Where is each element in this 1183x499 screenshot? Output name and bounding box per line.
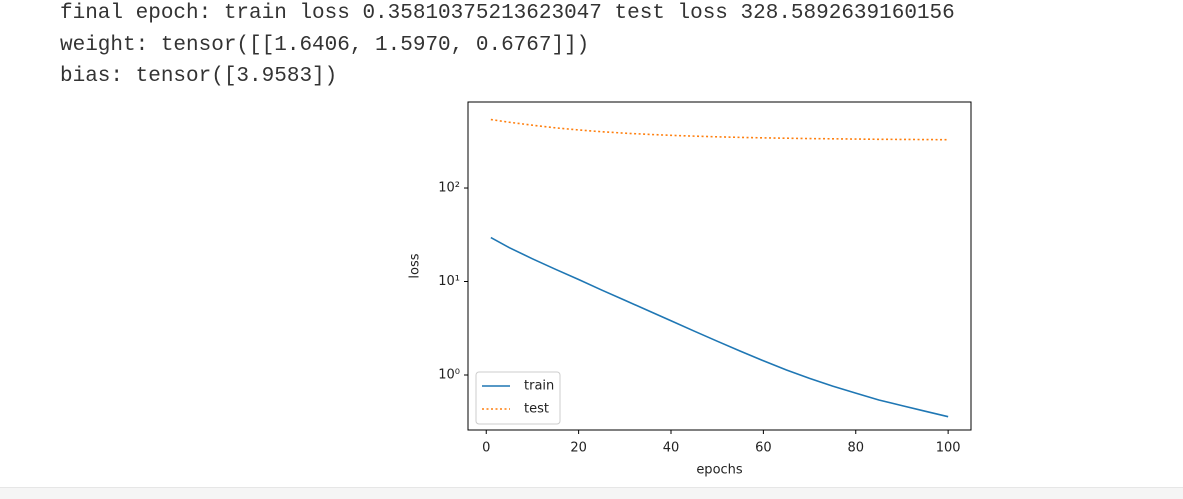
output-line: final epoch: train loss 0.35810375213623… — [60, 2, 955, 25]
x-tick-label: 60 — [755, 441, 772, 456]
y-tick-label: 10² — [438, 181, 460, 196]
legend-box — [475, 371, 561, 425]
x-tick-label: 40 — [663, 441, 680, 456]
x-tick-label: 100 — [936, 441, 961, 456]
legend-label: train — [524, 379, 554, 394]
y-tick-label: 10¹ — [438, 274, 460, 289]
x-tick-label: 80 — [847, 441, 864, 456]
plot-frame — [467, 101, 972, 431]
cell-footer — [0, 487, 1183, 499]
series-line — [490, 118, 949, 141]
y-axis-label: loss — [408, 253, 423, 278]
y-tick-label: 10⁰ — [438, 367, 460, 382]
legend-label: test — [524, 402, 549, 417]
x-tick-label: 20 — [570, 441, 587, 456]
output-line: bias: tensor([3.9583]) — [60, 65, 338, 88]
output-line: weight: tensor([[1.6406, 1.5970, 0.6767]… — [60, 34, 590, 57]
series-line — [490, 236, 949, 418]
x-axis-label: epochs — [696, 463, 743, 478]
x-tick-label: 0 — [482, 441, 490, 456]
